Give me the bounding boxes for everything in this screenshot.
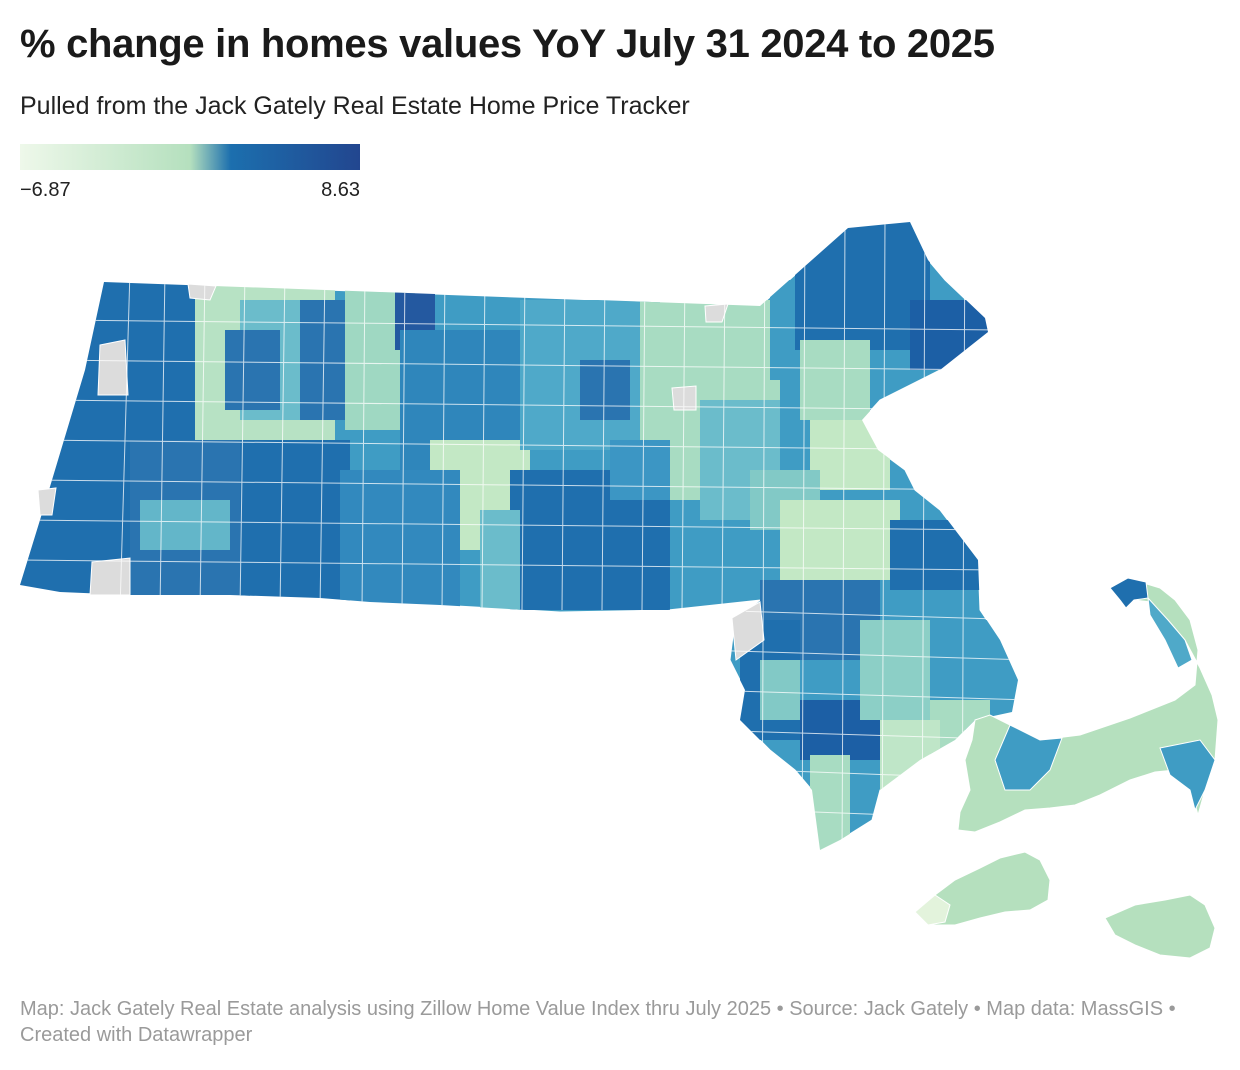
outer-cape-truro xyxy=(1147,596,1193,669)
legend-gradient-bar xyxy=(20,144,360,170)
legend-min-label: −6.87 xyxy=(20,179,71,201)
legend-max-label: 8.63 xyxy=(321,179,360,201)
town-boundaries xyxy=(20,222,1018,850)
cape-tip-provincetown xyxy=(1109,577,1149,609)
nantucket xyxy=(1104,894,1216,959)
map-subtitle: Pulled from the Jack Gately Real Estate … xyxy=(20,92,690,120)
color-legend: −6.87 8.63 xyxy=(20,144,360,201)
map-title: % change in homes values YoY July 31 202… xyxy=(20,22,995,66)
massachusetts-choropleth-map xyxy=(19,221,1219,959)
cape-chatham xyxy=(1159,739,1216,812)
map-footer-credits: Map: Jack Gately Real Estate analysis us… xyxy=(20,998,1176,1046)
town-regions xyxy=(20,222,1018,850)
cape-mid-blue xyxy=(994,724,1063,791)
marthas-vineyard-west xyxy=(914,894,951,926)
